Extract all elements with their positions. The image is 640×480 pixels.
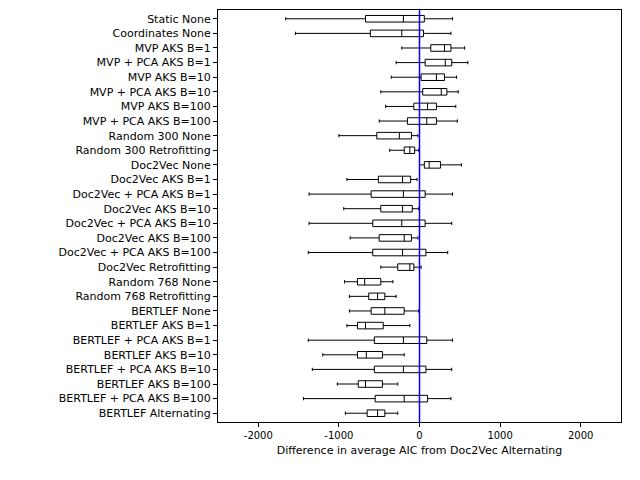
svg-text:BERTLEF AKS B=1: BERTLEF AKS B=1 [111, 319, 211, 332]
svg-text:Doc2Vec + PCA AKS B=100: Doc2Vec + PCA AKS B=100 [59, 246, 211, 259]
svg-text:Doc2Vec AKS B=100: Doc2Vec AKS B=100 [97, 232, 211, 245]
svg-text:Doc2Vec None: Doc2Vec None [131, 159, 211, 172]
svg-text:MVP + PCA AKS B=1: MVP + PCA AKS B=1 [97, 56, 211, 69]
svg-text:BERTLEF + PCA AKS B=1: BERTLEF + PCA AKS B=1 [73, 334, 211, 347]
svg-text:MVP + PCA AKS B=10: MVP + PCA AKS B=10 [90, 86, 211, 99]
svg-text:BERTLEF + PCA AKS B=10: BERTLEF + PCA AKS B=10 [66, 363, 211, 376]
svg-text:BERTLEF None: BERTLEF None [131, 305, 211, 318]
svg-text:BERTLEF AKS B=10: BERTLEF AKS B=10 [104, 349, 211, 362]
svg-text:BERTLEF + PCA AKS B=100: BERTLEF + PCA AKS B=100 [59, 392, 211, 405]
svg-text:Difference in average AIC from: Difference in average AIC from Doc2Vec A… [277, 444, 563, 457]
svg-text:2000: 2000 [568, 430, 593, 441]
svg-text:BERTLEF Alternating: BERTLEF Alternating [99, 407, 211, 420]
svg-text:MVP AKS B=1: MVP AKS B=1 [135, 42, 211, 55]
svg-text:-1000: -1000 [324, 430, 353, 441]
svg-text:Random 768 None: Random 768 None [109, 276, 211, 289]
svg-text:Doc2Vec + PCA AKS B=10: Doc2Vec + PCA AKS B=10 [66, 217, 211, 230]
svg-text:Random 768 Retrofitting: Random 768 Retrofitting [75, 290, 210, 303]
svg-text:BERTLEF AKS B=100: BERTLEF AKS B=100 [97, 378, 211, 391]
svg-text:Doc2Vec + PCA AKS B=1: Doc2Vec + PCA AKS B=1 [73, 188, 211, 201]
svg-text:Doc2Vec AKS B=10: Doc2Vec AKS B=10 [104, 203, 211, 216]
svg-text:Random 300 None: Random 300 None [109, 130, 211, 143]
svg-text:MVP AKS B=10: MVP AKS B=10 [128, 71, 211, 84]
svg-text:Doc2Vec Retrofitting: Doc2Vec Retrofitting [98, 261, 211, 274]
svg-text:MVP AKS B=100: MVP AKS B=100 [121, 100, 211, 113]
svg-text:Random 300 Retrofitting: Random 300 Retrofitting [75, 144, 210, 157]
svg-text:-2000: -2000 [244, 430, 273, 441]
svg-text:Doc2Vec AKS B=1: Doc2Vec AKS B=1 [111, 173, 211, 186]
svg-text:Coordinates None: Coordinates None [113, 27, 211, 40]
svg-text:MVP + PCA AKS B=100: MVP + PCA AKS B=100 [83, 115, 211, 128]
svg-text:0: 0 [416, 430, 422, 441]
svg-text:Static None: Static None [147, 13, 211, 26]
svg-text:1000: 1000 [487, 430, 512, 441]
